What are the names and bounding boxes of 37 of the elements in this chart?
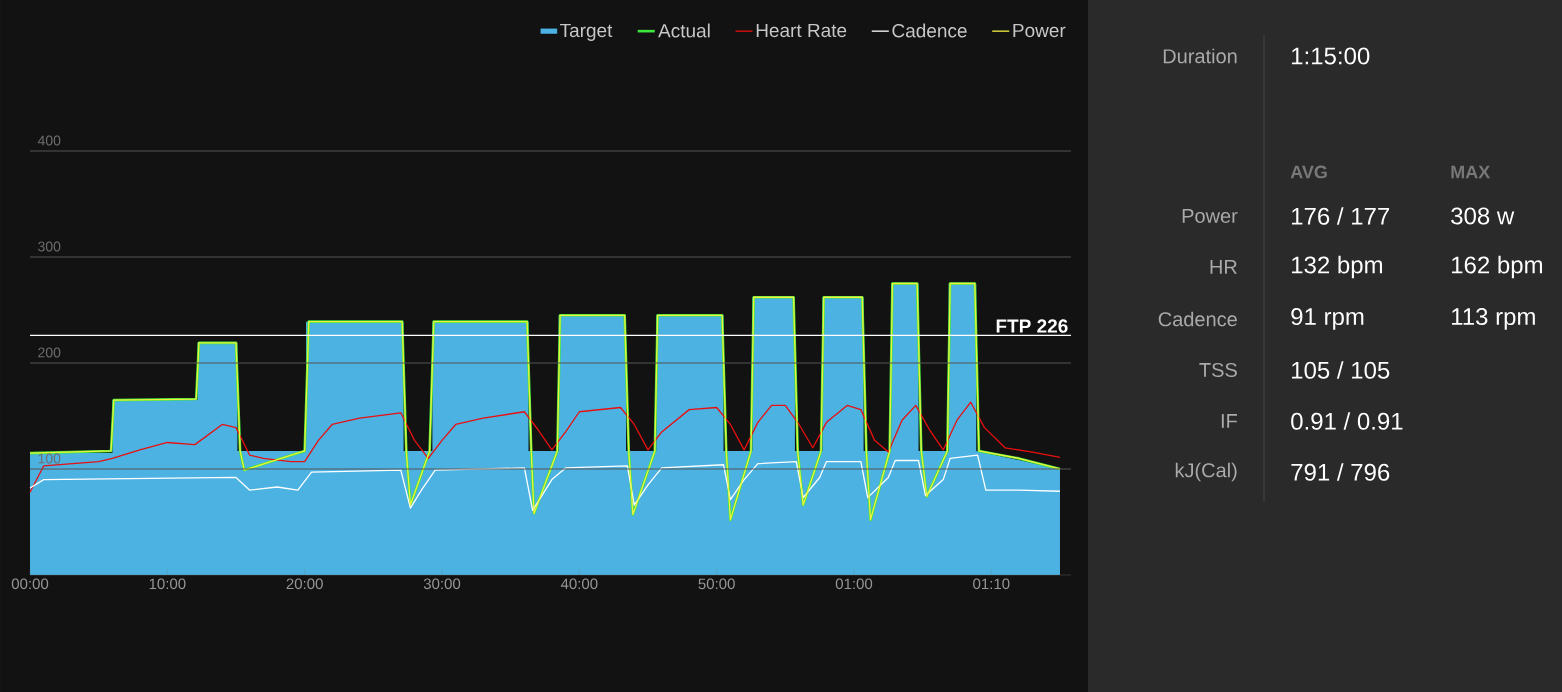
legend-label: Actual: [658, 23, 710, 38]
text: Cadence: [1158, 311, 1237, 327]
text: 132 bpm: [1292, 255, 1382, 279]
text: TSS: [1199, 362, 1237, 378]
text: MAX: [1451, 165, 1491, 179]
text: 105 / 105: [1292, 361, 1390, 379]
x-tick-label: 00:00: [11, 578, 49, 590]
y-tick-label: 400: [37, 135, 61, 146]
legend-label: Cadence: [892, 23, 967, 38]
ref-line-label: FTP 226: [996, 319, 1068, 333]
legend-label: Target: [560, 23, 613, 41]
text: 791 / 796: [1291, 463, 1390, 481]
legend-label: Power: [1013, 23, 1066, 38]
text: 1:15:00: [1292, 47, 1370, 65]
x-tick-label: 30:00: [423, 578, 461, 590]
x-tick-label: 40:00: [560, 578, 598, 590]
text: IF: [1221, 414, 1238, 428]
y-tick-label: 100: [38, 453, 61, 464]
text: 162 bpm: [1452, 255, 1542, 279]
x-tick-label: 01:10: [973, 578, 1010, 590]
text: Power: [1182, 209, 1238, 223]
y-tick-label: 200: [38, 347, 61, 358]
text: 0.91 / 0.91: [1291, 412, 1403, 430]
text: 308 w: [1451, 207, 1515, 225]
text: Duration: [1163, 48, 1237, 64]
x-tick-label: 20:00: [286, 578, 323, 590]
text: AVG: [1290, 165, 1327, 179]
x-tick-label: 50:00: [698, 578, 735, 590]
text: 91 rpm: [1291, 308, 1364, 330]
text: kJ(Cal): [1175, 462, 1237, 482]
text: HR: [1210, 260, 1237, 274]
x-tick-label: 10:00: [149, 578, 186, 590]
y-tick-label: 300: [38, 241, 61, 252]
text: 176 / 177: [1292, 207, 1390, 225]
x-tick-label: 01:00: [835, 578, 873, 590]
legend-label: Heart Rate: [756, 23, 847, 38]
text: 113 rpm: [1452, 308, 1535, 330]
